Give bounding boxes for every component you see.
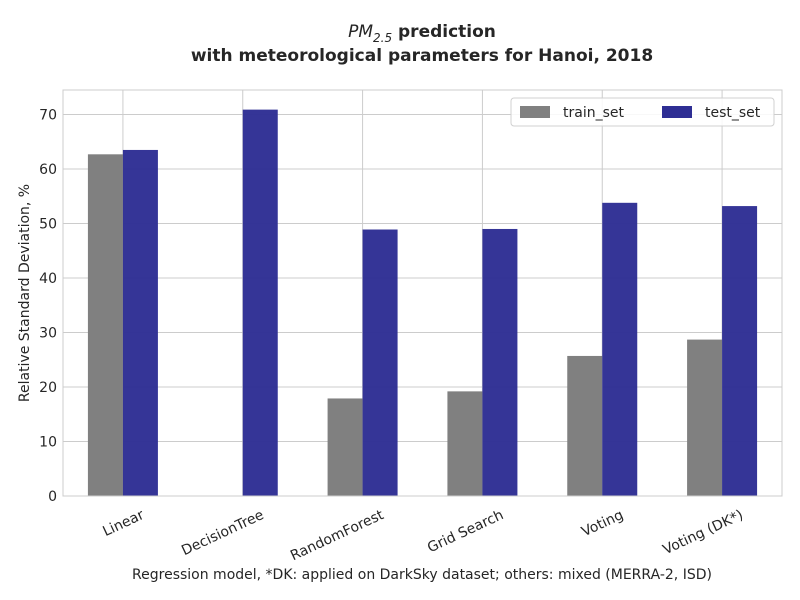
y-tick-label: 70 [39, 108, 57, 124]
legend-swatch-train_set [520, 106, 550, 118]
x-tick-label: Voting (DK*) [661, 507, 746, 558]
x-tick-label: RandomForest [288, 507, 387, 564]
bar-train_set [327, 398, 363, 496]
bar-train_set [567, 355, 603, 496]
x-tick-label: Linear [100, 507, 146, 540]
y-tick-label: 30 [39, 326, 57, 342]
x-tick-label: Voting [579, 507, 626, 540]
title-pm: PM [348, 22, 373, 42]
y-tick-label: 60 [39, 162, 57, 178]
chart-title-line1: PM2.5 prediction [348, 22, 496, 45]
bars [87, 109, 758, 497]
chart-title-line2: with meteorological parameters for Hanoi… [191, 46, 653, 66]
x-tick-labels: Linear DecisionTree RandomForest Grid Searc… [100, 507, 745, 564]
y-axis-label: Relative Standard Deviation, % [17, 184, 33, 402]
grid [63, 90, 782, 497]
x-tick-label: DecisionTree [179, 507, 266, 559]
bar-train_set [447, 391, 483, 496]
bar-test_set [242, 109, 278, 497]
y-tick-labels: 0 10 20 30 40 50 60 70 [39, 108, 57, 505]
x-tick-label: Grid Search [425, 507, 506, 556]
title-pm-subscript: 2.5 [373, 31, 392, 45]
bar-test_set [122, 149, 158, 497]
legend-swatch-test_set [662, 106, 692, 118]
y-tick-label: 50 [39, 217, 57, 233]
plot-frame [62, 89, 783, 497]
legend-frame [510, 97, 775, 127]
y-tick-label: 0 [48, 489, 57, 505]
bar-train_set [687, 339, 723, 496]
bar-train_set [87, 154, 123, 497]
bar-test_set [362, 229, 398, 496]
legend: train_set test_set [510, 97, 775, 127]
y-tick-label: 20 [39, 380, 57, 396]
bar-test_set [722, 206, 758, 496]
x-axis-label: Regression model, *DK: applied on DarkSk… [132, 567, 712, 583]
bar-test_set [482, 228, 518, 497]
y-tick-label: 40 [39, 271, 57, 287]
bar-test_set [602, 202, 638, 497]
legend-label-train_set: train_set [563, 105, 624, 121]
y-tick-label: 10 [39, 435, 57, 451]
legend-label-test_set: test_set [705, 105, 761, 121]
title-line1-rest: prediction [392, 22, 496, 42]
